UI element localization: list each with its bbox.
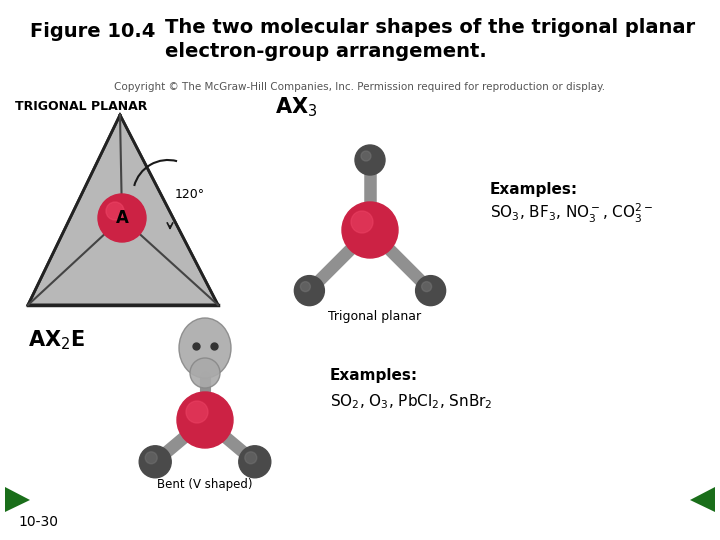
- Circle shape: [415, 275, 446, 306]
- Ellipse shape: [179, 318, 231, 378]
- Text: Trigonal planar: Trigonal planar: [328, 310, 422, 323]
- Text: SO$_3$, BF$_3$, NO$_3^-$, CO$_3^{2-}$: SO$_3$, BF$_3$, NO$_3^-$, CO$_3^{2-}$: [490, 202, 653, 225]
- Text: 120°: 120°: [175, 188, 205, 201]
- Text: Bent (V shaped): Bent (V shaped): [157, 478, 253, 491]
- Circle shape: [145, 452, 157, 464]
- Circle shape: [342, 202, 398, 258]
- Text: The two molecular shapes of the trigonal planar: The two molecular shapes of the trigonal…: [165, 18, 695, 37]
- Circle shape: [106, 202, 124, 220]
- Polygon shape: [28, 115, 218, 305]
- Text: AX$_2$E: AX$_2$E: [28, 328, 85, 352]
- Text: AX$_3$: AX$_3$: [275, 95, 318, 119]
- Text: A: A: [116, 209, 128, 227]
- Text: 10-30: 10-30: [18, 515, 58, 529]
- Text: Examples:: Examples:: [330, 368, 418, 383]
- Text: electron-group arrangement.: electron-group arrangement.: [165, 42, 487, 61]
- Circle shape: [294, 275, 325, 306]
- Circle shape: [177, 392, 233, 448]
- Circle shape: [355, 145, 385, 175]
- Circle shape: [139, 446, 171, 478]
- Polygon shape: [690, 487, 715, 512]
- Circle shape: [98, 194, 146, 242]
- Text: Copyright © The McGraw-Hill Companies, Inc. Permission required for reproduction: Copyright © The McGraw-Hill Companies, I…: [114, 82, 606, 92]
- Text: SO$_2$, O$_3$, PbCl$_2$, SnBr$_2$: SO$_2$, O$_3$, PbCl$_2$, SnBr$_2$: [330, 392, 492, 411]
- Circle shape: [239, 446, 271, 478]
- Circle shape: [422, 282, 431, 292]
- Text: Examples:: Examples:: [490, 182, 578, 197]
- Text: TRIGONAL PLANAR: TRIGONAL PLANAR: [15, 100, 148, 113]
- Polygon shape: [5, 487, 30, 512]
- Circle shape: [245, 452, 257, 464]
- Circle shape: [300, 282, 310, 292]
- Circle shape: [186, 401, 208, 423]
- Circle shape: [351, 211, 373, 233]
- Circle shape: [361, 151, 371, 161]
- Text: Figure 10.4: Figure 10.4: [30, 22, 156, 41]
- Ellipse shape: [190, 358, 220, 388]
